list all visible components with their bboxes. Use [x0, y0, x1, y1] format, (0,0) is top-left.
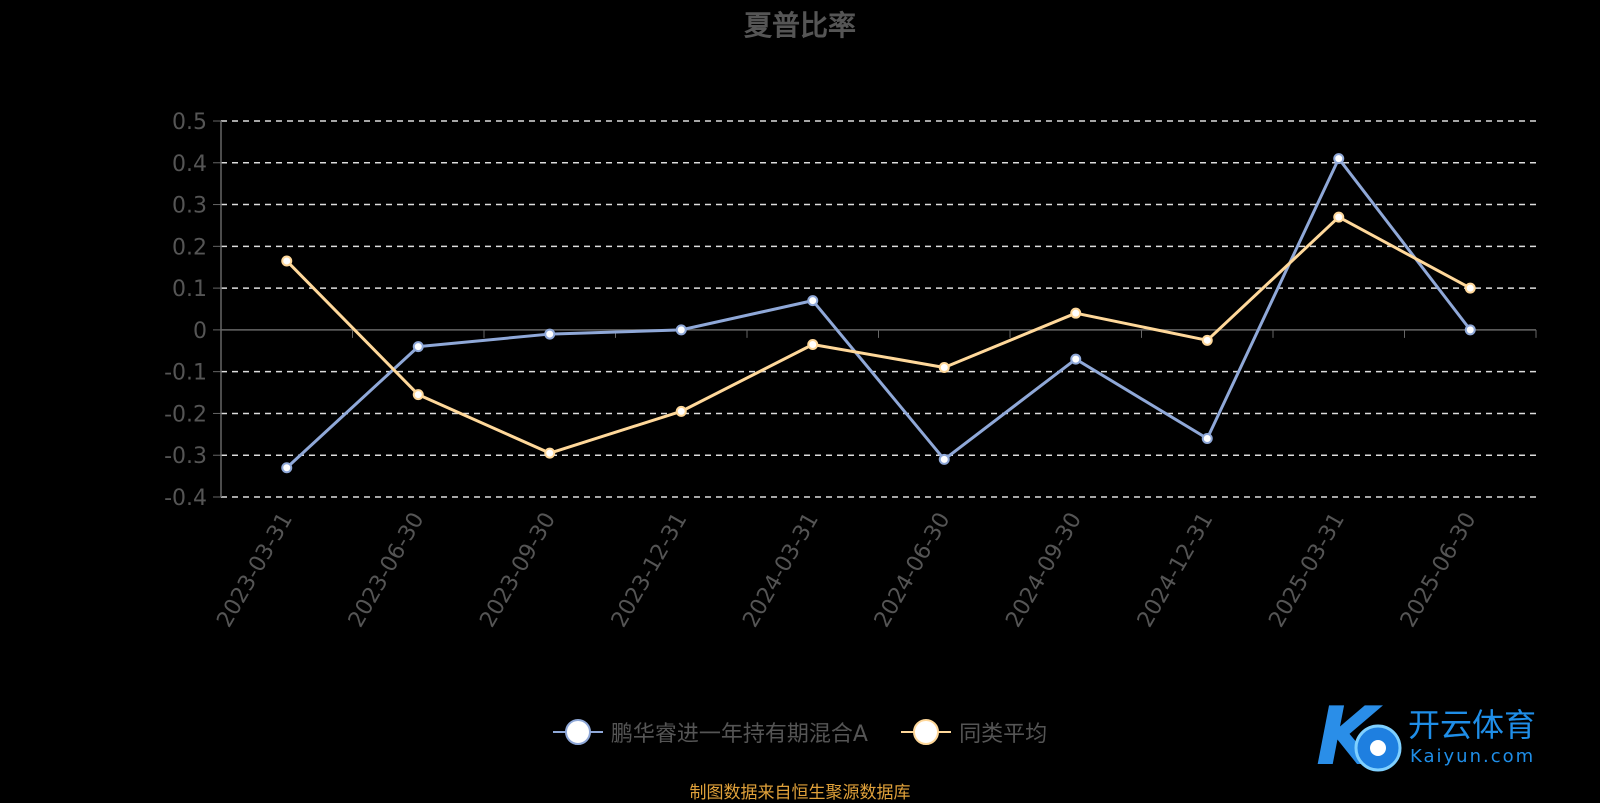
legend-item-fund[interactable]: 鹏华睿进一年持有期混合A	[552, 716, 868, 748]
series-line-0	[285, 157, 1472, 469]
line-chart: 0.5 0.4 0.3 0.2 0.1 0 -0.1 -0.2 -0.3 -0.42023-03-…	[164, 110, 1537, 632]
data-point-1	[938, 361, 950, 373]
x-tick-label: 2023-06-30	[344, 509, 430, 632]
kaiyun-logo: K 开云体育 Kaiyun.com	[1316, 700, 1536, 780]
data-point-1	[544, 447, 556, 459]
legend-swatch-fund	[552, 718, 603, 746]
data-point-1	[807, 339, 819, 351]
data-point-1	[675, 405, 687, 417]
series-lines	[281, 153, 1476, 474]
data-point-0	[807, 295, 819, 307]
data-source-note: 制图数据来自恒生聚源数据库	[689, 783, 911, 803]
data-point-0	[938, 453, 950, 465]
x-tick-label: 2023-09-30	[475, 509, 561, 632]
y-tick-label: 0.3	[172, 194, 207, 219]
y-tick-label: 0.5	[172, 110, 207, 135]
data-point-1	[1070, 307, 1082, 319]
data-point-1	[1201, 334, 1213, 346]
x-tick-label: 2024-09-30	[1001, 509, 1087, 632]
data-point-0	[675, 324, 687, 336]
series-line-1	[285, 215, 1471, 455]
data-point-1	[281, 255, 293, 267]
y-tick-label: 0.2	[172, 235, 207, 260]
legend-swatch-average	[901, 718, 952, 746]
y-tick-label: -0.1	[164, 361, 207, 386]
data-point-0	[281, 462, 293, 474]
x-tick-label: 2025-03-31	[1264, 509, 1350, 632]
y-tick-label: 0.4	[172, 152, 207, 177]
y-tick-label: 0.1	[172, 277, 207, 302]
legend-item-average[interactable]: 同类平均	[901, 716, 1047, 748]
data-point-0	[1333, 153, 1345, 165]
data-point-1	[1464, 282, 1476, 294]
data-point-0	[1201, 433, 1213, 445]
legend-label-fund: 鹏华睿进一年持有期混合A	[610, 722, 868, 747]
y-tick-label: -0.4	[164, 486, 207, 511]
data-point-0	[544, 328, 556, 340]
grid-lines	[221, 120, 1536, 498]
svg-text:Kaiyun.com: Kaiyun.com	[1410, 746, 1535, 767]
data-point-1	[412, 389, 424, 401]
axes	[213, 120, 1537, 498]
svg-text:开云体育: 开云体育	[1408, 706, 1536, 744]
chart-title: 夏普比率	[743, 9, 856, 42]
y-tick-label: 0	[193, 319, 207, 344]
x-tick-label: 2024-03-31	[738, 509, 824, 632]
y-tick-label: -0.2	[164, 402, 207, 427]
legend: 鹏华睿进一年持有期混合A 同类平均	[0, 716, 1600, 750]
axis-labels: 0.5 0.4 0.3 0.2 0.1 0 -0.1 -0.2 -0.3 -0.42023-03-…	[164, 110, 1481, 632]
data-point-0	[412, 341, 424, 353]
x-tick-label: 2023-12-31	[607, 509, 693, 632]
x-tick-label: 2025-06-30	[1396, 509, 1482, 632]
data-point-0	[1070, 353, 1082, 365]
x-tick-label: 2024-06-30	[870, 509, 956, 632]
y-tick-label: -0.3	[164, 444, 207, 469]
x-tick-label: 2023-03-31	[212, 509, 298, 632]
data-point-1	[1333, 211, 1345, 223]
x-tick-label: 2024-12-31	[1133, 509, 1219, 632]
legend-label-average: 同类平均	[959, 722, 1048, 747]
data-point-0	[1464, 324, 1476, 336]
